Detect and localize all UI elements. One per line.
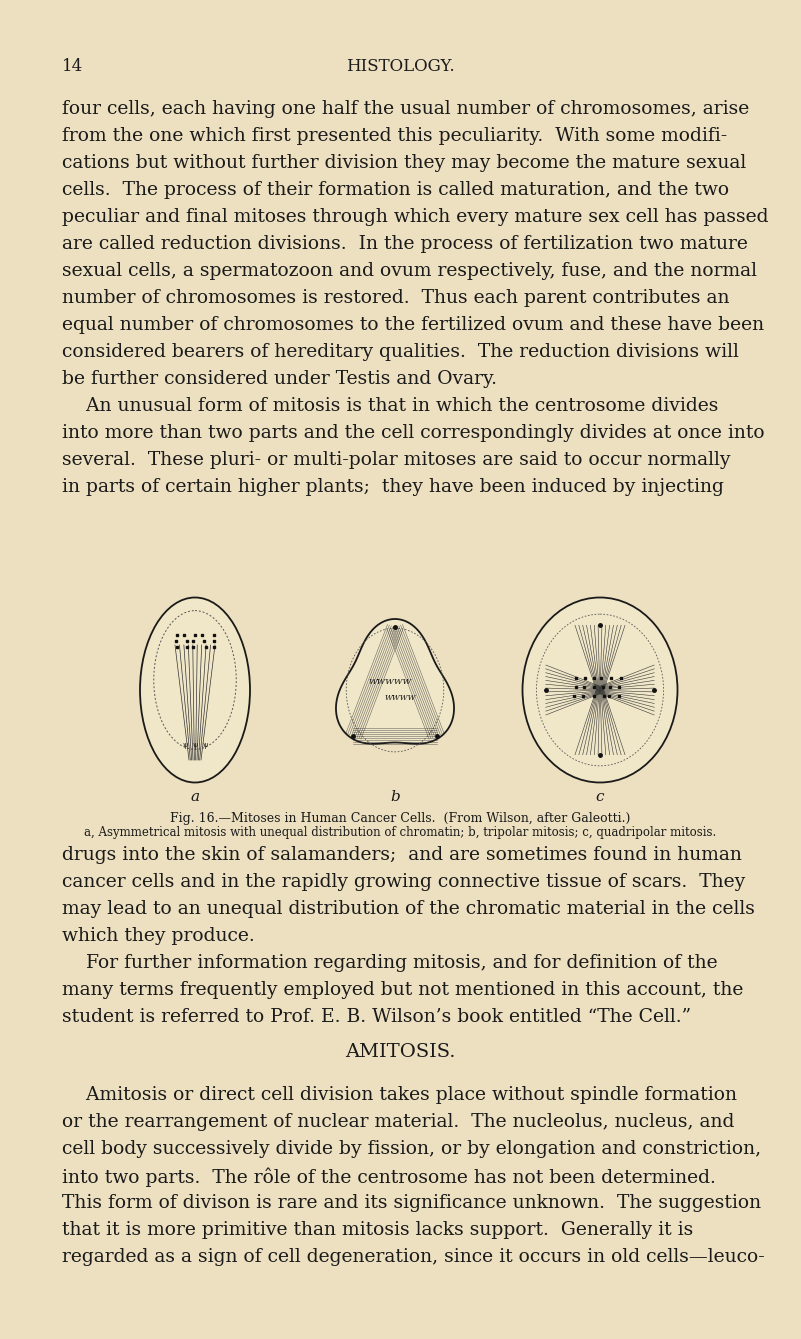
Text: c: c (596, 790, 604, 803)
Text: cell body successively divide by fission, or by elongation and constriction,: cell body successively divide by fission… (62, 1141, 761, 1158)
Text: from the one which first presented this peculiarity.  With some modifi-: from the one which first presented this … (62, 127, 727, 145)
Text: peculiar and final mitoses through which every mature sex cell has passed: peculiar and final mitoses through which… (62, 208, 768, 226)
Polygon shape (336, 619, 454, 743)
Text: Amitosis or direct cell division takes place without spindle formation: Amitosis or direct cell division takes p… (62, 1086, 737, 1105)
Text: be further considered under Testis and Ovary.: be further considered under Testis and O… (62, 370, 497, 388)
Ellipse shape (140, 597, 250, 782)
Text: WWWW: WWWW (384, 694, 416, 702)
Text: number of chromosomes is restored.  Thus each parent contributes an: number of chromosomes is restored. Thus … (62, 289, 730, 307)
Text: cancer cells and in the rapidly growing connective tissue of scars.  They: cancer cells and in the rapidly growing … (62, 873, 745, 890)
Text: This form of divison is rare and its significance unknown.  The suggestion: This form of divison is rare and its sig… (62, 1194, 761, 1212)
Text: An unusual form of mitosis is that in which the centrosome divides: An unusual form of mitosis is that in wh… (62, 396, 718, 415)
Text: that it is more primitive than mitosis lacks support.  Generally it is: that it is more primitive than mitosis l… (62, 1221, 693, 1239)
Text: ψ: ψ (183, 740, 187, 749)
Text: equal number of chromosomes to the fertilized ovum and these have been: equal number of chromosomes to the ferti… (62, 316, 764, 333)
Ellipse shape (522, 597, 678, 782)
Text: ψ: ψ (192, 740, 198, 749)
Text: For further information regarding mitosis, and for definition of the: For further information regarding mitosi… (62, 953, 718, 972)
Text: into more than two parts and the cell correspondingly divides at once into: into more than two parts and the cell co… (62, 424, 765, 442)
Text: or the rearrangement of nuclear material.  The nucleolus, nucleus, and: or the rearrangement of nuclear material… (62, 1113, 735, 1131)
Text: four cells, each having one half the usual number of chromosomes, arise: four cells, each having one half the usu… (62, 100, 749, 118)
Text: are called reduction divisions.  In the process of fertilization two mature: are called reduction divisions. In the p… (62, 236, 748, 253)
Text: may lead to an unequal distribution of the chromatic material in the cells: may lead to an unequal distribution of t… (62, 900, 755, 919)
Text: WWWWW: WWWWW (368, 678, 412, 686)
Text: into two parts.  The rôle of the centrosome has not been determined.: into two parts. The rôle of the centroso… (62, 1168, 716, 1186)
Text: AMITOSIS.: AMITOSIS. (345, 1043, 456, 1060)
Text: in parts of certain higher plants;  they have been induced by injecting: in parts of certain higher plants; they … (62, 478, 724, 495)
Text: student is referred to Prof. E. B. Wilson’s book entitled “The Cell.”: student is referred to Prof. E. B. Wilso… (62, 1008, 691, 1026)
Text: Fig. 16.—Mitoses in Human Cancer Cells.  (From Wilson, after Galeotti.): Fig. 16.—Mitoses in Human Cancer Cells. … (171, 811, 630, 825)
Text: a, Asymmetrical mitosis with unequal distribution of chromatin; b, tripolar mito: a, Asymmetrical mitosis with unequal dis… (84, 826, 717, 840)
Text: ψ: ψ (202, 740, 207, 749)
Text: considered bearers of hereditary qualities.  The reduction divisions will: considered bearers of hereditary qualiti… (62, 343, 739, 362)
Text: many terms frequently employed but not mentioned in this account, the: many terms frequently employed but not m… (62, 981, 743, 999)
Text: regarded as a sign of cell degeneration, since it occurs in old cells—leuco-: regarded as a sign of cell degeneration,… (62, 1248, 765, 1267)
Text: a: a (191, 790, 199, 803)
Text: 14: 14 (62, 58, 83, 75)
Text: cells.  The process of their formation is called maturation, and the two: cells. The process of their formation is… (62, 181, 729, 200)
Text: several.  These pluri- or multi-polar mitoses are said to occur normally: several. These pluri- or multi-polar mit… (62, 451, 731, 469)
Text: b: b (390, 790, 400, 803)
Text: cations but without further division they may become the mature sexual: cations but without further division the… (62, 154, 747, 171)
Text: drugs into the skin of salamanders;  and are sometimes found in human: drugs into the skin of salamanders; and … (62, 846, 742, 864)
Text: which they produce.: which they produce. (62, 927, 255, 945)
Text: HISTOLOGY.: HISTOLOGY. (346, 58, 455, 75)
Text: sexual cells, a spermatozoon and ovum respectively, fuse, and the normal: sexual cells, a spermatozoon and ovum re… (62, 262, 757, 280)
